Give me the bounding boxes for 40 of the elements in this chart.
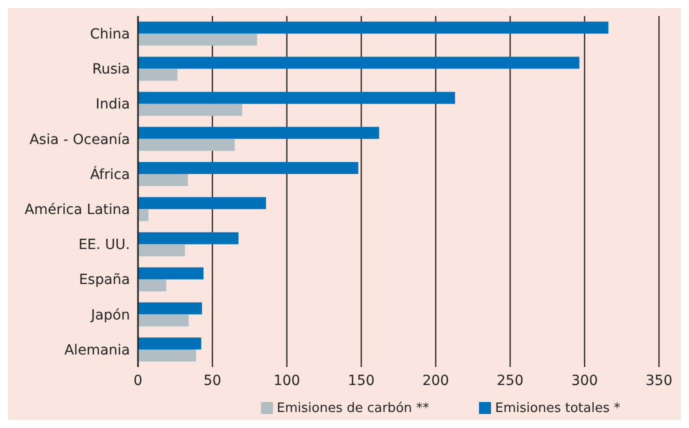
x-tick-label: 100: [273, 372, 300, 389]
bar: [138, 92, 456, 104]
bar: [138, 174, 188, 186]
y-tick-label: China: [90, 26, 130, 43]
bar: [138, 56, 580, 69]
bar: [138, 350, 196, 362]
bar: [138, 22, 608, 34]
x-tick-label: 150: [348, 372, 375, 389]
x-tick-label: 50: [204, 372, 222, 389]
y-tick-label: América Latina: [24, 202, 130, 218]
bar: [138, 302, 202, 314]
bar: [138, 232, 238, 244]
legend-label: Emisiones totales *: [495, 401, 620, 416]
legend-label: Emisiones de carbón **: [276, 401, 430, 416]
bar: [138, 126, 380, 139]
x-tick-label: 0: [134, 372, 142, 389]
bar: [138, 279, 166, 292]
y-tick-label: India: [96, 96, 130, 113]
bar: [138, 267, 204, 280]
y-tick-label: Rusia: [92, 62, 130, 78]
bar: [138, 314, 189, 326]
bar: [138, 209, 148, 222]
y-tick-label: Asia - Oceanía: [29, 132, 130, 148]
y-tick-label: EE. UU.: [78, 237, 130, 254]
bar: [138, 138, 235, 151]
bar: [138, 162, 358, 174]
x-tick-label: 300: [571, 372, 598, 389]
bar: [138, 244, 185, 256]
bar: [138, 34, 258, 46]
bar: [138, 197, 266, 210]
y-tick-label: España: [78, 272, 130, 288]
y-tick-label: Alemania: [64, 342, 130, 358]
x-tick-label: 250: [496, 372, 524, 389]
x-tick-label: 200: [422, 372, 450, 389]
y-tick-label: Japón: [90, 307, 130, 324]
bar: [138, 338, 202, 350]
bar: [138, 68, 178, 81]
y-tick-label: África: [90, 166, 130, 183]
bar: [138, 104, 242, 116]
x-tick-label: 350: [646, 372, 672, 389]
